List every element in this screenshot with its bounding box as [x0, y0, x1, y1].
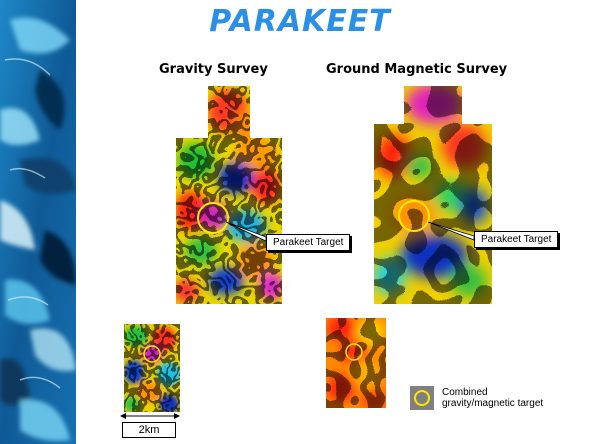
magnetic-survey-heading: Ground Magnetic Survey [326, 62, 508, 77]
slide-title: PARAKEET [209, 4, 391, 39]
gravity-target-callout: Parakeet Target [266, 234, 351, 251]
scale-bar-arrow-icon [120, 413, 180, 419]
legend-line-2: gravity/magnetic target [442, 398, 544, 409]
scale-label: 2km [122, 422, 176, 438]
magnetic-survey-map [374, 86, 492, 304]
gravity-detail-map [124, 324, 180, 412]
gravity-survey-heading: Gravity Survey [159, 62, 268, 77]
legend-target-ring-icon [414, 390, 430, 406]
magnetic-detail-map [326, 318, 386, 408]
magnetic-target-callout: Parakeet Target [474, 231, 559, 248]
legend-text: Combined gravity/magnetic target [442, 387, 592, 409]
gravity-survey-map [176, 86, 282, 304]
decorative-terrain-image [0, 0, 76, 444]
legend-line-1: Combined [442, 387, 488, 398]
